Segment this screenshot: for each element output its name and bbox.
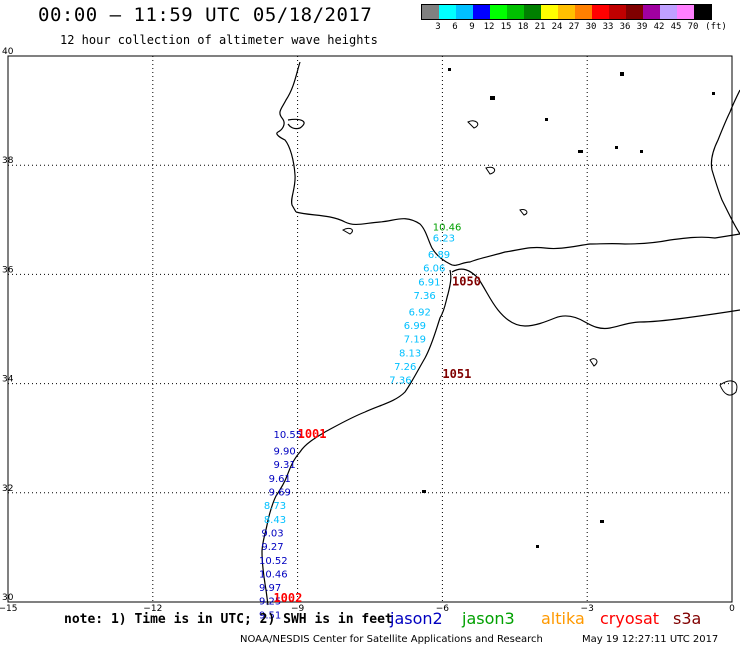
color-swatch (694, 5, 711, 19)
wave-height-value: 8.43 (264, 515, 286, 526)
map-frame (7, 55, 733, 603)
lon-tick-label: −6 (436, 604, 450, 614)
color-scale-label: 27 (568, 22, 580, 32)
color-swatch (609, 5, 626, 19)
lat-tick-label: 36 (2, 265, 14, 275)
footer-credit: NOAA/NESDIS Center for Satellite Applica… (240, 634, 543, 645)
color-scale-labels: 3 6 9 12 15 18 21 24 27 30 33 36 39 42 45 70 (ft) (421, 22, 740, 34)
color-scale-label: 9 (469, 22, 475, 32)
wave-height-value: 7.26 (394, 362, 416, 373)
legend-cryosat: cryosat (600, 609, 660, 628)
color-scale-label: 70 (687, 22, 699, 32)
pass-id-label: 1051 (442, 367, 471, 381)
color-scale-swatches (421, 4, 712, 20)
legend-jason2: jason2 (390, 609, 443, 628)
legend-jason3: jason3 (462, 609, 515, 628)
wave-height-value: 6.99 (404, 321, 426, 332)
wave-height-value: 9.69 (269, 488, 291, 499)
color-swatch (677, 5, 694, 19)
color-scale-label: 45 (670, 22, 682, 32)
lat-tick-label: 32 (2, 484, 13, 494)
map-axis-ticks: −15 −12 −9 −6 −3 0 40 38 36 34 32 30 (0, 47, 735, 614)
lon-tick-label: −9 (291, 604, 305, 614)
color-scale-label: 30 (585, 22, 597, 32)
legend-altika: altika (541, 609, 585, 628)
lat-tick-label: 40 (2, 47, 14, 57)
color-swatch (490, 5, 507, 19)
wave-height-value: 6.91 (418, 277, 440, 288)
wave-height-value: 6.23 (433, 234, 455, 245)
map-grid (7, 55, 733, 603)
color-scale-label: 36 (619, 22, 631, 32)
wave-height-value: 9.61 (269, 474, 291, 485)
color-scale: 3 6 9 12 15 18 21 24 27 30 33 36 39 42 45 70 (ft) (421, 4, 727, 32)
color-scale-label: (ft) (705, 22, 727, 32)
wave-height-value: 8.73 (264, 501, 286, 512)
lon-tick-label: 0 (729, 604, 735, 614)
color-swatch (439, 5, 456, 19)
wave-height-value: 7.19 (404, 335, 426, 346)
color-scale-label: 39 (636, 22, 648, 32)
color-swatch (558, 5, 575, 19)
lon-tick-label: −15 (0, 604, 18, 614)
note-text: note: 1) Time is in UTC; 2) SWH is in fe… (64, 612, 393, 627)
lat-tick-label: 38 (2, 156, 14, 166)
wave-height-value: 9.51 (259, 610, 281, 621)
wave-height-value: 7.36 (389, 376, 411, 387)
wave-height-value: 10.55 (273, 430, 302, 441)
pass-id-label: 1001 (298, 427, 327, 441)
wave-height-value: 10.52 (259, 556, 288, 567)
wave-height-value: 6.06 (423, 264, 445, 275)
wave-height-value: 9.31 (273, 460, 295, 471)
lon-tick-label: −12 (143, 604, 162, 614)
pass-id-label: 1002 (273, 591, 302, 605)
color-scale-label: 3 (435, 22, 441, 32)
color-swatch (626, 5, 643, 19)
pass-id-label: 1050 (452, 274, 481, 288)
coastline (261, 61, 740, 606)
color-scale-label: 15 (500, 22, 512, 32)
orbit-pass-labels: 1050 1051 1001 1002 (273, 274, 480, 605)
wave-height-value: 6.92 (409, 307, 431, 318)
color-scale-label: 33 (602, 22, 614, 32)
color-swatch (643, 5, 660, 19)
color-scale-label: 21 (534, 22, 546, 32)
wave-height-value: 9.03 (261, 528, 283, 539)
legend-s3a: s3a (673, 609, 702, 628)
color-scale-label: 42 (653, 22, 665, 32)
wave-height-value: 9.25 (259, 597, 281, 608)
map-title: 00:00 – 11:59 UTC 05/18/2017 (38, 4, 373, 26)
wave-height-value: 9.27 (261, 542, 283, 553)
color-scale-label: 18 (517, 22, 529, 32)
lat-tick-label: 30 (2, 593, 14, 603)
wave-height-value: 9.97 (259, 583, 281, 594)
color-swatch (456, 5, 473, 19)
wave-height-value: 10.46 (259, 569, 288, 580)
color-scale-label: 6 (452, 22, 458, 32)
wave-height-values: 10.466.236.896.066.917.366.926.997.198.1… (259, 223, 461, 622)
color-swatch (575, 5, 592, 19)
color-swatch (507, 5, 524, 19)
lon-tick-label: −3 (581, 604, 594, 614)
color-scale-label: 24 (551, 22, 563, 32)
wave-height-value: 8.13 (399, 348, 421, 359)
lat-tick-label: 34 (2, 375, 14, 385)
color-swatch (660, 5, 677, 19)
color-scale-label: 12 (483, 22, 495, 32)
wave-height-value: 7.36 (413, 291, 435, 302)
wave-height-value: 6.89 (428, 250, 450, 261)
wave-height-value: 10.46 (433, 223, 462, 234)
color-swatch (541, 5, 558, 19)
lakes (341, 120, 738, 396)
map-subtitle: 12 hour collection of altimeter wave hei… (60, 33, 378, 47)
color-swatch (473, 5, 490, 19)
color-swatch (592, 5, 609, 19)
color-swatch (422, 5, 439, 19)
color-swatch (524, 5, 541, 19)
footer-timestamp: May 19 12:27:11 UTC 2017 (582, 634, 719, 645)
islands (422, 68, 715, 548)
wave-height-value: 9.90 (273, 447, 295, 458)
